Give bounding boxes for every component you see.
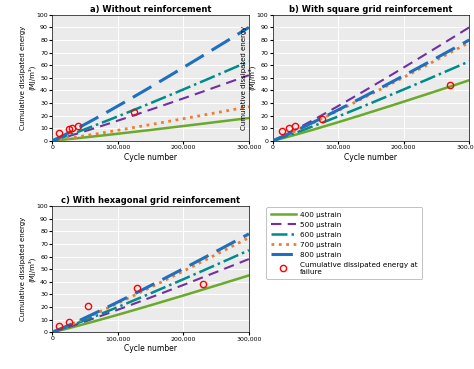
Title: a) Without reinforcement: a) Without reinforcement — [90, 5, 211, 14]
Y-axis label: Cumulative dissipated energy
(MJ/m³): Cumulative dissipated energy (MJ/m³) — [20, 25, 35, 130]
Y-axis label: Cumulative dissipated energy
(MJ/m³): Cumulative dissipated energy (MJ/m³) — [241, 25, 255, 130]
Legend: 400 μstrain, 500 μstrain, 600 μstrain, 700 μstrain, 800 μstrain, Cumulative diss: 400 μstrain, 500 μstrain, 600 μstrain, 7… — [266, 207, 422, 279]
Y-axis label: Cumulative dissipated energy
(MJ/m³): Cumulative dissipated energy (MJ/m³) — [20, 217, 35, 321]
Title: c) With hexagonal grid reinforcement: c) With hexagonal grid reinforcement — [61, 196, 240, 206]
X-axis label: Cycle number: Cycle number — [124, 344, 177, 353]
X-axis label: Cycle number: Cycle number — [345, 153, 397, 162]
Title: b) With square grid reinforcement: b) With square grid reinforcement — [289, 5, 453, 14]
X-axis label: Cycle number: Cycle number — [124, 153, 177, 162]
